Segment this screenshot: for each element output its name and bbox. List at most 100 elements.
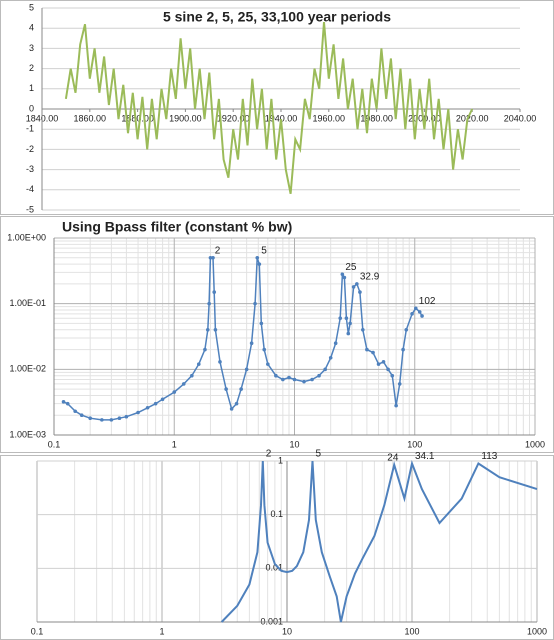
data-point (253, 301, 257, 306)
panel-frame (0, 0, 554, 215)
data-point (181, 382, 186, 386)
data-point (287, 375, 291, 380)
data-point (190, 373, 194, 378)
data-point (266, 362, 270, 366)
data-point (211, 255, 215, 260)
data-point (79, 413, 84, 418)
data-point (323, 367, 327, 372)
x-tick-label: 100 (404, 626, 419, 636)
y-tick-label: -1 (26, 124, 34, 134)
y-tick-label: 1.00E-02 (9, 364, 46, 374)
data-point (255, 255, 260, 260)
data-point (153, 401, 158, 406)
data-point (117, 416, 122, 421)
y-tick-label: 1.00E+00 (7, 232, 46, 242)
data-point (249, 341, 254, 346)
data-point (218, 360, 222, 364)
data-point (317, 373, 321, 378)
data-point (376, 362, 381, 366)
data-point (420, 314, 424, 318)
y-tick-label: 1.00E-01 (9, 298, 46, 308)
panel-frame (0, 216, 554, 453)
x-tick-label: 2040.00 (504, 113, 537, 123)
x-tick-label: 1900.00 (169, 113, 202, 123)
data-point (203, 347, 207, 352)
x-tick-label: 0.1 (31, 626, 44, 636)
data-point (328, 355, 333, 360)
data-point (281, 377, 285, 382)
data-point (302, 379, 306, 384)
data-point (365, 347, 369, 352)
data-line (64, 22, 474, 194)
x-tick-label: 100 (407, 439, 422, 449)
data-point (358, 290, 362, 294)
data-point (340, 272, 345, 277)
y-tick-label: 4 (29, 23, 34, 33)
data-point (390, 373, 395, 378)
data-point (88, 416, 92, 421)
chart-title: Using Bpass filter (constant % bw) (62, 219, 292, 235)
data-point (73, 409, 77, 414)
data-point (386, 367, 390, 372)
y-tick-label: 1 (278, 455, 283, 465)
data-point (274, 373, 278, 378)
data-point (394, 403, 398, 408)
data-point (224, 387, 228, 391)
annotation: 102 (419, 296, 436, 307)
x-tick-label: 1920.00 (217, 113, 250, 123)
x-tick-label: 2020.00 (456, 113, 489, 123)
data-point (172, 390, 177, 394)
data-point (196, 362, 201, 366)
x-tick-label: 1000 (525, 439, 545, 449)
x-tick-label: 1 (172, 439, 177, 449)
y-tick-label: 0.001 (260, 616, 283, 626)
data-point (401, 347, 405, 352)
data-point (355, 282, 359, 286)
x-tick-label: 1980.00 (360, 113, 393, 123)
data-point (61, 400, 66, 404)
y-tick-label: 1.00E-03 (9, 429, 46, 439)
annotation: 5 (261, 245, 267, 256)
x-tick-label: 1960.00 (313, 113, 346, 123)
data-point (348, 321, 352, 326)
data-line (220, 460, 538, 623)
y-tick-label: -5 (26, 204, 34, 214)
data-point (417, 310, 422, 314)
data-point (346, 331, 351, 336)
data-point (208, 255, 213, 260)
y-tick-label: 3 (29, 43, 34, 53)
data-point (244, 367, 249, 372)
annotation: 24 (387, 452, 399, 463)
data-point (342, 275, 347, 280)
data-point (259, 321, 264, 326)
data-point (292, 377, 297, 382)
data-point (229, 407, 234, 411)
data-point (371, 350, 375, 355)
panel-frame (0, 455, 554, 640)
x-tick-label: 1 (159, 626, 164, 636)
data-point (410, 312, 414, 316)
data-point (239, 387, 243, 391)
x-tick-label: 1000 (527, 626, 547, 636)
annotation: 2 (215, 245, 221, 256)
annotation: 2 (266, 449, 272, 460)
x-tick-label: 1940.00 (265, 113, 298, 123)
x-tick-label: 0.1 (48, 439, 61, 449)
x-tick-label: 2000.00 (408, 113, 441, 123)
y-tick-label: -2 (26, 144, 34, 154)
data-point (262, 347, 267, 352)
data-point (310, 377, 314, 382)
annotation: 5 (316, 449, 322, 460)
data-point (333, 341, 338, 346)
x-tick-label: 1860.00 (74, 113, 107, 123)
chart-title: 5 sine 2, 5, 25, 33,100 year periods (163, 9, 391, 25)
data-point (381, 360, 386, 364)
y-tick-label: -4 (26, 184, 34, 194)
data-point (207, 301, 211, 306)
data-point (344, 316, 349, 321)
data-point (338, 316, 343, 321)
data-point (65, 401, 70, 406)
data-point (361, 327, 365, 332)
annotation: 25 (345, 262, 357, 273)
